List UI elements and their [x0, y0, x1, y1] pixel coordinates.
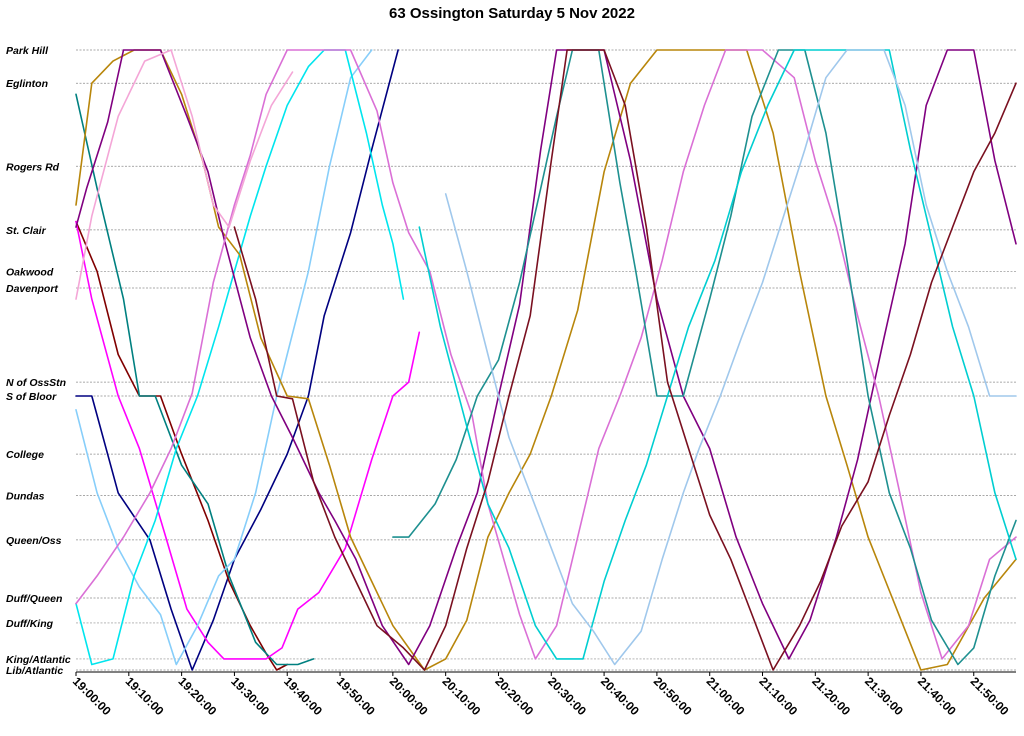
vehicle-trajectory-1	[75, 49, 399, 671]
stop-label-queen-oss: Queen/Oss	[6, 535, 62, 547]
stop-label-oakwood: Oakwood	[6, 266, 54, 278]
x-tick-label: 21:20:00	[809, 674, 853, 718]
stop-label-king-atlantic: King/Atlantic	[6, 654, 71, 666]
vehicle-trajectory-4	[75, 220, 421, 660]
vehicle-trajectory-5	[75, 49, 373, 666]
stop-labels: Park Hill Eglinton Rogers Rd St. Clair Oakwo…	[6, 45, 71, 677]
stop-label-davenport: Davenport	[6, 283, 58, 295]
x-tick-label: 20:00:00	[387, 674, 431, 718]
time-axis: 19:00:00 19:10:00 19:20:00 19:30:00 19:40:00…	[70, 671, 1016, 718]
vehicle-trajectory-8	[75, 49, 1017, 666]
stop-label-park-hill: Park Hill	[6, 45, 49, 57]
stop-label-dundas: Dundas	[6, 491, 45, 503]
x-tick-label: 19:50:00	[334, 674, 378, 718]
stop-label-s-of-bloor: S of Bloor	[6, 391, 57, 403]
vehicle-trajectory-14	[233, 49, 1017, 671]
x-tick-label: 21:40:00	[915, 674, 959, 718]
stop-label-duff-queen: Duff/Queen	[6, 593, 62, 605]
stop-label-college: College	[6, 449, 44, 461]
x-tick-label: 20:10:00	[440, 674, 484, 718]
vehicle-trajectory-13	[75, 49, 294, 300]
stop-label-n-of-ossstn: N of OssStn	[6, 377, 66, 389]
x-tick-label: 19:00:00	[70, 674, 114, 718]
x-tick-label: 21:00:00	[704, 674, 748, 718]
vehicle-trajectory-7	[75, 49, 1017, 671]
vehicle-trajectory-11	[418, 49, 1017, 660]
x-tick-label: 19:10:00	[123, 674, 167, 718]
x-tick-label: 19:30:00	[228, 674, 272, 718]
x-tick-label: 20:40:00	[598, 674, 642, 718]
stop-label-duff-king: Duff/King	[6, 618, 54, 630]
stop-gridlines	[76, 49, 1016, 671]
vehicle-trajectories	[75, 49, 1017, 671]
vehicle-trajectory-9	[75, 49, 1017, 660]
x-tick-label: 21:10:00	[756, 674, 800, 718]
vehicle-trajectory-2	[75, 220, 289, 671]
vehicle-trajectory-6	[75, 49, 405, 666]
x-tick-label: 19:40:00	[281, 674, 325, 718]
stop-label-st-clair: St. Clair	[6, 225, 47, 237]
stop-label-rogers-rd: Rogers Rd	[6, 161, 60, 173]
stop-label-eglinton: Eglinton	[6, 78, 48, 90]
vehicle-trajectory-12	[444, 49, 1017, 666]
vehicle-trajectory-10	[392, 49, 1017, 666]
x-tick-label: 20:20:00	[492, 674, 536, 718]
vehicle-trajectory-3	[75, 93, 315, 666]
x-tick-label: 21:50:00	[968, 674, 1012, 718]
chart-title: 63 Ossington Saturday 5 Nov 2022	[389, 5, 635, 22]
x-tick-label: 19:20:00	[175, 674, 219, 718]
x-tick-label: 20:30:00	[545, 674, 589, 718]
x-tick-label: 21:30:00	[862, 674, 906, 718]
stop-label-lib-atlantic: Lib/Atlantic	[6, 665, 63, 677]
x-tick-label: 20:50:00	[651, 674, 695, 718]
